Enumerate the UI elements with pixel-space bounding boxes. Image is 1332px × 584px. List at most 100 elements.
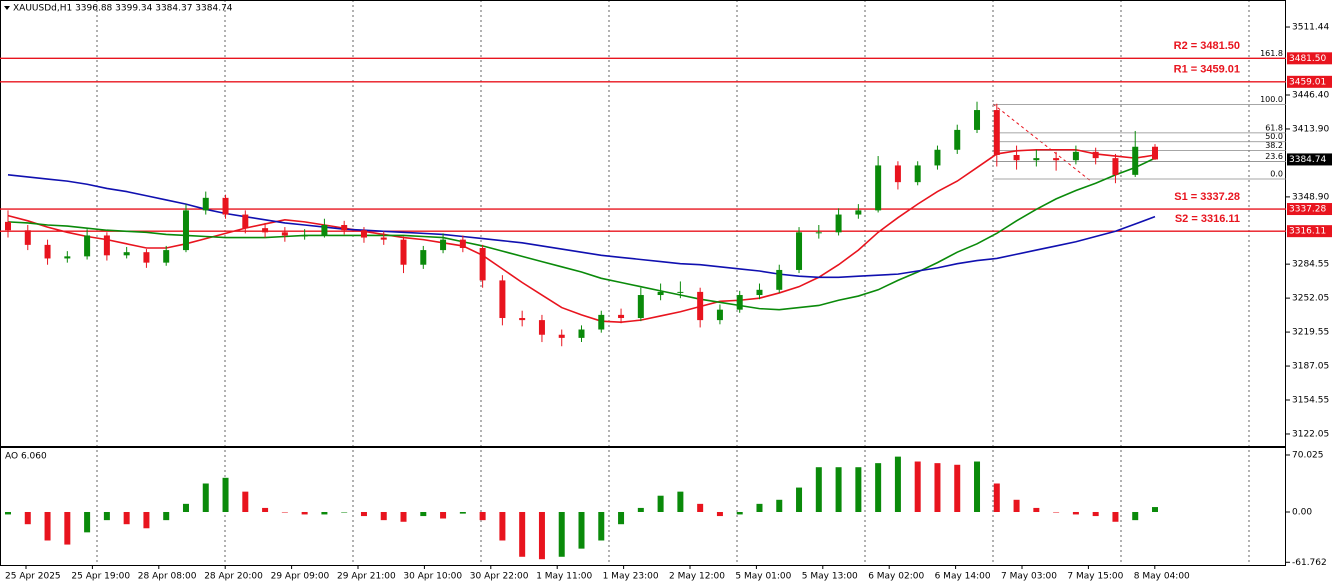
y-tick-label: 3154.55 [1292,396,1329,406]
candle-body [697,291,704,321]
x-tick-label: 6 May 02:00 [868,572,924,582]
ao-bar [657,495,664,512]
candle-body [84,235,91,257]
ao-bar [558,511,565,557]
x-tick-label: 8 May 04:00 [1134,572,1190,582]
ao-bar [855,467,862,512]
y-tick-label: 3446.40 [1292,90,1329,100]
fib-label: 61.8 [1265,123,1283,132]
price-tag [1287,225,1332,238]
ao-bar [301,511,308,515]
ao-bar [578,511,585,549]
candle-body [400,239,407,265]
candle-body [677,291,684,293]
x-tick-label: 1 May 11:00 [536,572,592,582]
ao-bar [459,511,466,514]
price-tag-label: 3316.11 [1289,227,1326,237]
x-tick-label: 25 Apr 19:00 [71,572,130,582]
candle-body [380,237,387,240]
y-tick-label: 3413.90 [1292,124,1329,134]
ao-title: AO 6.060 [5,452,47,462]
x-tick-label: 5 May 13:00 [802,572,858,582]
ao-bar [163,511,170,521]
ao-bar [756,503,763,512]
ao-bar [1053,511,1060,513]
ao-bar [538,511,545,560]
x-tick-label: 2 May 12:00 [669,572,725,582]
candle-body [242,214,249,229]
ao-bar [1013,499,1020,512]
candle-body [479,248,486,281]
y-tick-label: 3122.05 [1292,429,1329,439]
ao-y-tick-label: -61.762 [1292,558,1327,568]
candle-body [875,165,882,211]
candle-body [855,210,862,215]
price-tag [1287,203,1332,216]
ao-bar [84,511,91,533]
ao-bar [5,511,11,515]
ao-bar [64,511,71,545]
candle-body [24,230,31,245]
candle-body [954,129,961,150]
candle-body [835,214,842,233]
candle-body [815,232,822,234]
price-tag [1287,75,1332,88]
trend-line [992,103,1093,183]
x-tick-label: 28 Apr 20:00 [204,572,263,582]
moving-average [7,148,1156,324]
candle-body [618,314,625,319]
ao-bar [875,463,882,512]
y-tick-label: 3219.55 [1292,328,1329,338]
level-label: R2 = 3481.50 [1174,40,1240,52]
x-tick-label: 5 May 01:00 [735,572,791,582]
ao-bar [835,467,842,512]
moving-average [7,174,1156,279]
ao-bar [796,487,803,512]
fib-label: 161.8 [1260,49,1283,58]
candle-body [796,232,803,270]
fib-label: 0.0 [1270,170,1283,179]
candle-body [44,244,51,259]
candle-body [103,235,110,256]
x-tick-label: 30 Apr 22:00 [470,572,529,582]
candle-body [934,149,941,166]
candle-body [1092,151,1099,159]
last-price-tag [1287,153,1332,166]
candle-body [182,210,189,251]
candle-body [974,110,981,130]
ao-bar [202,483,209,512]
candle-body [598,314,605,330]
ao-bar [1092,511,1099,517]
ao-bar [499,511,506,541]
candle-body [756,289,763,296]
ao-bar [103,511,110,521]
level-label: R1 = 3459.01 [1174,64,1240,76]
ao-bar [1132,511,1139,521]
candle-body [558,334,565,338]
candle-body [637,295,644,319]
candle-body [301,235,308,237]
candle-body [1152,146,1158,160]
ao-bar [143,511,150,529]
level-label: S2 = 3316.11 [1175,213,1240,225]
candle-body [459,239,466,249]
candle-body [1112,158,1119,175]
fib-label: 23.6 [1265,152,1283,161]
candle-body [657,291,664,296]
candle-body [440,239,447,251]
candle-body [894,165,901,183]
candle-body [914,165,921,183]
y-tick-label: 3252.05 [1292,294,1329,304]
ao-bar [934,463,941,512]
candle-body [499,280,506,319]
ao-bar [697,503,704,512]
candle-body [222,197,229,215]
candle-body [360,230,367,238]
fib-label: 38.2 [1265,141,1283,150]
price-tag-label: 3337.28 [1289,205,1326,215]
y-tick-label: 3284.55 [1292,260,1329,270]
candle-body [1013,154,1020,161]
ao-bar [914,461,921,512]
ao-bar [360,511,367,517]
ao-bar [123,511,130,525]
